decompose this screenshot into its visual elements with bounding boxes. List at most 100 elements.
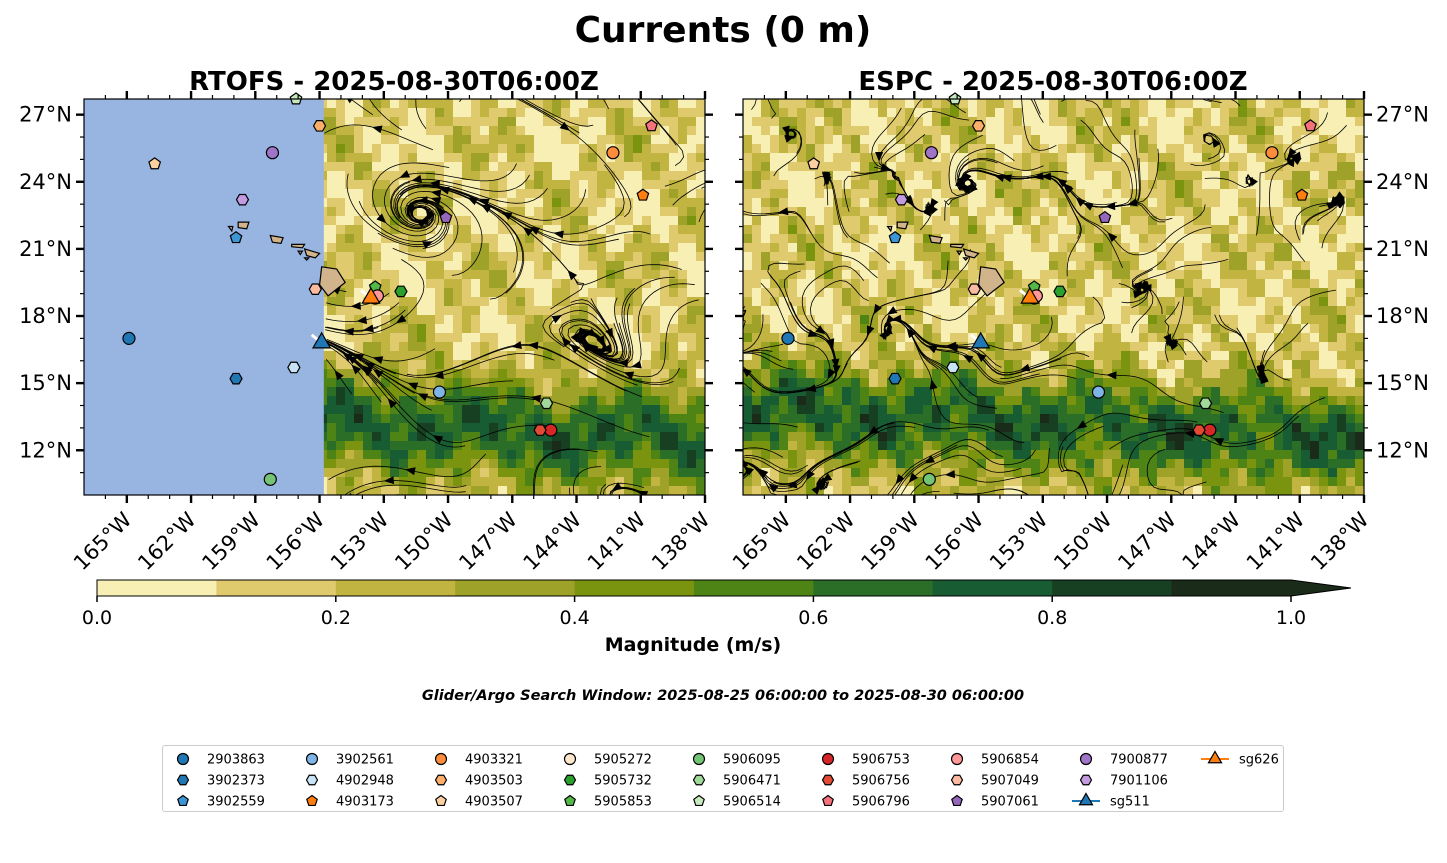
legend-marker-3902559	[177, 794, 189, 807]
flow-arrow	[417, 219, 428, 228]
flow-arrow	[343, 327, 354, 336]
flow-arrow	[405, 467, 416, 476]
legend-label: 3902561	[336, 753, 394, 768]
streamline	[992, 426, 1104, 495]
x-tick-label: 144°W	[519, 507, 587, 575]
streamline	[637, 99, 677, 146]
legend-marker-5906756	[821, 774, 835, 786]
colorbar: 0.0 0.2 0.4 0.6 0.8 1.0	[82, 579, 1352, 629]
marker-5906095	[263, 472, 277, 486]
legend-marker-4903503	[434, 774, 448, 786]
flow-arrow	[730, 300, 742, 311]
y-tick-label: 12°N	[1376, 438, 1429, 462]
flow-arrow	[551, 314, 563, 324]
streamline	[369, 99, 403, 131]
streamline	[1146, 448, 1183, 495]
flow-arrow	[1018, 46, 1028, 57]
flow-arrow	[1063, 183, 1074, 194]
flow-arrow	[821, 473, 833, 483]
y-tick-label: 12°N	[19, 438, 72, 462]
flow-arrow	[1019, 27, 1030, 39]
legend-marker-7900877	[1079, 752, 1093, 766]
flow-arrow	[1334, 196, 1345, 205]
flow-arrow	[875, 152, 884, 162]
marker-7901106	[235, 193, 250, 206]
espc-magnitude-field	[743, 99, 1364, 495]
flow-arrow	[831, 358, 840, 369]
y-tick-label: 27°N	[1376, 103, 1429, 127]
flow-arrow	[1132, 281, 1142, 293]
marker-4903173	[1295, 188, 1309, 201]
espc-title: ESPC - 2025-08-30T06:00Z	[858, 67, 1247, 97]
marker-4903321	[1265, 146, 1279, 160]
flow-arrow	[559, 121, 571, 131]
marker-5906796	[645, 119, 658, 132]
flow-arrow	[873, 303, 883, 315]
marker-sg511	[311, 331, 332, 349]
streamline	[743, 211, 812, 234]
marker-7901106	[894, 193, 909, 206]
y-tick-label: 18°N	[19, 304, 72, 328]
streamline	[1021, 99, 1057, 151]
flow-arrow	[806, 469, 815, 481]
marker-2903863	[781, 331, 795, 345]
streamline	[573, 466, 602, 495]
legend-marker-7901106	[1079, 774, 1093, 786]
flow-arrow	[361, 365, 373, 375]
colorbar-tick-label: 0.4	[559, 607, 589, 629]
legend-label: 4903507	[465, 795, 523, 810]
island-niihau	[227, 225, 234, 233]
flow-arrow	[730, 300, 742, 311]
flow-arrow	[528, 341, 539, 350]
marker-3902373	[888, 372, 902, 385]
streamline	[664, 169, 705, 187]
flow-arrow	[864, 519, 875, 528]
streamline	[533, 448, 580, 495]
legend-label: 5906796	[852, 795, 910, 810]
flow-arrow	[908, 472, 919, 484]
legend-label: 5905272	[594, 753, 652, 768]
marker-5906471	[539, 397, 554, 410]
flow-arrow	[1286, 156, 1295, 168]
marker-4903507	[148, 157, 162, 170]
x-tick-label: 150°W	[1049, 507, 1117, 575]
streamline	[743, 304, 782, 362]
island-molokai	[291, 243, 306, 249]
streamline	[1203, 133, 1222, 160]
marker-5906796	[1304, 119, 1317, 132]
island-lanai	[955, 250, 963, 256]
island-kauai	[896, 221, 909, 230]
colorbar-segment	[813, 580, 934, 596]
x-tick-label: 165°W	[69, 507, 137, 575]
colorbar-outline	[96, 579, 1352, 597]
x-tick-label: 156°W	[262, 507, 330, 575]
marker-2903863	[122, 331, 136, 345]
x-tick-label: 147°W	[454, 507, 522, 575]
flow-arrow	[356, 316, 368, 325]
marker-7900877	[924, 146, 939, 160]
streamline	[354, 484, 466, 495]
streamline	[953, 446, 1089, 495]
espc-frame	[742, 98, 1365, 496]
legend-marker-5906471	[692, 774, 706, 786]
legend-marker-4903507	[435, 794, 447, 807]
streamline	[815, 460, 861, 491]
espc-markers	[781, 92, 1317, 486]
legend-label: 3902373	[207, 774, 265, 789]
island-maui	[303, 248, 321, 259]
colorbar-tick-label: 0.6	[798, 607, 828, 629]
legend-marker-5907061	[951, 794, 963, 807]
flow-arrow	[929, 379, 938, 390]
flow-arrow	[478, 198, 490, 207]
legend-marker-4903173	[306, 794, 318, 807]
y-tick-label: 24°N	[19, 170, 72, 194]
streamline	[891, 444, 958, 495]
marker-4902948	[287, 361, 301, 374]
flow-arrow	[605, 327, 614, 339]
marker-4903507	[807, 157, 821, 170]
streamline	[743, 422, 798, 428]
island-lanai	[296, 250, 304, 256]
marker-5907049	[308, 283, 322, 295]
flow-arrow	[631, 360, 642, 369]
flow-arrow	[363, 555, 375, 566]
